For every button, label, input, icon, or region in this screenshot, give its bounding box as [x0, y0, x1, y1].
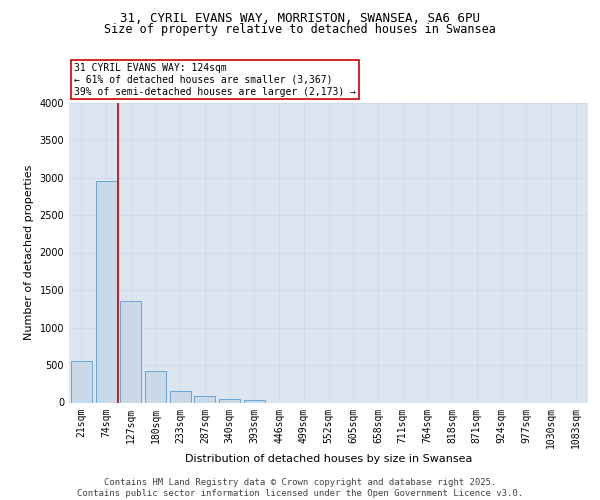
Text: Contains HM Land Registry data © Crown copyright and database right 2025.
Contai: Contains HM Land Registry data © Crown c… — [77, 478, 523, 498]
Text: 31, CYRIL EVANS WAY, MORRISTON, SWANSEA, SA6 6PU: 31, CYRIL EVANS WAY, MORRISTON, SWANSEA,… — [120, 12, 480, 26]
Y-axis label: Number of detached properties: Number of detached properties — [24, 165, 34, 340]
Bar — [219, 399, 240, 402]
Bar — [194, 396, 215, 402]
Bar — [120, 300, 141, 402]
Bar — [71, 360, 92, 403]
Text: 31 CYRIL EVANS WAY: 124sqm
← 61% of detached houses are smaller (3,367)
39% of s: 31 CYRIL EVANS WAY: 124sqm ← 61% of deta… — [74, 64, 356, 96]
Bar — [145, 371, 166, 402]
Bar — [95, 180, 116, 402]
Bar — [244, 400, 265, 402]
Text: Size of property relative to detached houses in Swansea: Size of property relative to detached ho… — [104, 22, 496, 36]
X-axis label: Distribution of detached houses by size in Swansea: Distribution of detached houses by size … — [185, 454, 472, 464]
Bar — [170, 391, 191, 402]
